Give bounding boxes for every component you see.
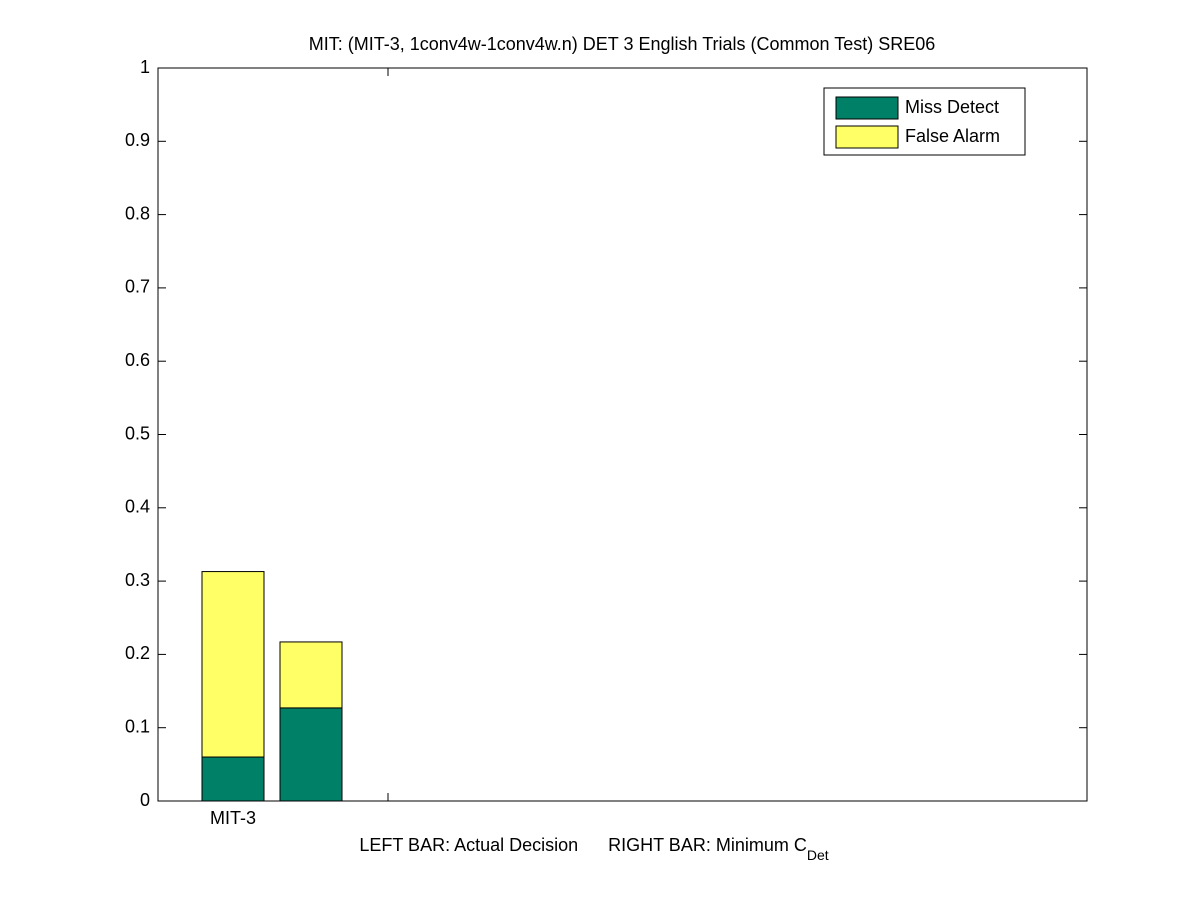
bar-segment [279,707,343,802]
y-tick-label: 0.2 [125,643,150,663]
y-tick-label: 0.8 [125,203,150,223]
chart-title: MIT: (MIT-3, 1conv4w-1conv4w.n) DET 3 En… [309,34,936,54]
y-tick-label: 0.1 [125,716,150,736]
legend-label: False Alarm [905,126,1000,146]
y-tick-label: 0.7 [125,277,150,297]
x-label-left: LEFT BAR: Actual Decision [359,835,578,855]
bar-segment [201,756,265,802]
y-tick-label: 0.6 [125,350,150,370]
y-tick-label: 0.4 [125,497,150,517]
bar-segment [201,571,265,758]
legend-label: Miss Detect [905,97,999,117]
y-tick-label: 0.5 [125,423,150,443]
x-axis-label: LEFT BAR: Actual Decision RIGHT BAR: Mini… [359,835,828,863]
plot-frame [157,67,1088,802]
x-label-right: RIGHT BAR: Minimum C [608,835,807,855]
x-label-subscript: Det [807,847,829,863]
y-tick-label: 1 [140,57,150,77]
y-tick-label: 0.3 [125,570,150,590]
y-tick-label: 0 [140,790,150,810]
bar-segment [279,641,343,709]
legend-swatch [835,125,899,149]
y-tick-label: 0.9 [125,130,150,150]
legend-swatch [835,96,899,120]
x-tick-label: MIT-3 [210,808,256,828]
